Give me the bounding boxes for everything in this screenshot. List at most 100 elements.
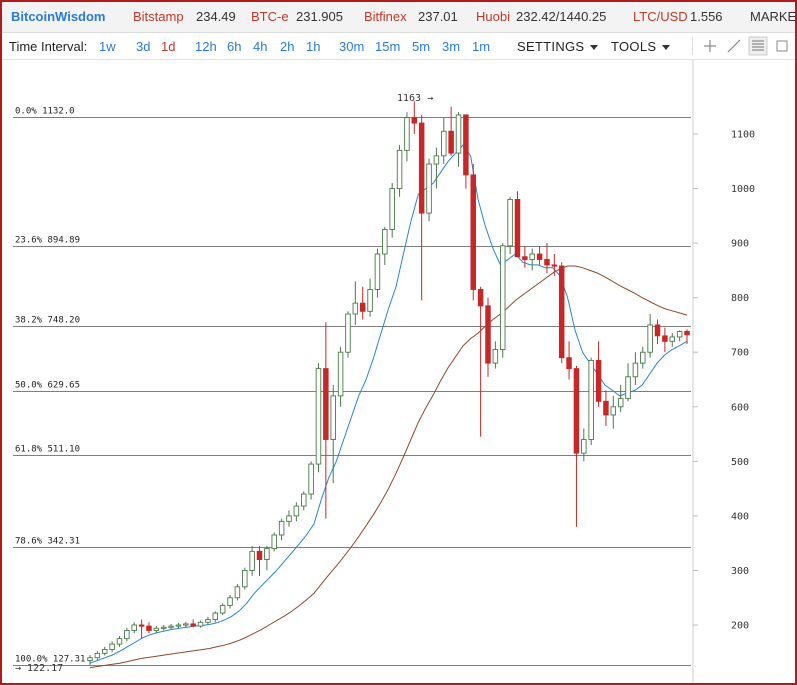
candle[interactable] — [433, 147, 440, 189]
candle[interactable] — [426, 158, 432, 222]
tools-menu[interactable]: TOOLS — [611, 39, 671, 54]
candle[interactable] — [87, 655, 93, 665]
candle[interactable] — [175, 622, 182, 629]
candle[interactable] — [389, 183, 395, 238]
interval-1w[interactable]: 1w — [99, 39, 116, 54]
candle[interactable] — [477, 286, 484, 437]
candle[interactable] — [492, 341, 499, 369]
candle[interactable] — [124, 627, 130, 642]
candle[interactable] — [190, 619, 196, 628]
candle[interactable] — [94, 651, 101, 660]
candle[interactable] — [499, 243, 506, 358]
candle[interactable] — [404, 112, 410, 162]
candlesticks[interactable] — [87, 101, 690, 665]
ticker-ltcusd-name[interactable]: LTC/USD — [633, 9, 688, 24]
candle[interactable] — [566, 341, 572, 380]
candle[interactable] — [632, 352, 639, 385]
interval-1d[interactable]: 1d — [161, 39, 176, 54]
candle[interactable] — [256, 545, 263, 576]
candle[interactable] — [536, 245, 543, 265]
candle[interactable] — [418, 114, 425, 301]
ticker-bitfinex-name[interactable]: Bitfinex — [364, 9, 407, 24]
candle[interactable] — [455, 112, 462, 167]
candle[interactable] — [603, 390, 609, 426]
interval-12h[interactable]: 12h — [195, 39, 217, 54]
candle[interactable] — [293, 502, 300, 522]
candle[interactable] — [514, 191, 521, 258]
candle[interactable] — [669, 333, 676, 347]
candle[interactable] — [396, 144, 403, 197]
candle[interactable] — [146, 622, 152, 634]
brand-logo[interactable]: BitcoinWisdom — [11, 9, 106, 24]
candle[interactable] — [441, 117, 447, 165]
candle[interactable] — [138, 619, 145, 639]
interval-1m[interactable]: 1m — [472, 39, 491, 54]
candle[interactable] — [647, 314, 653, 358]
candle[interactable] — [352, 281, 359, 325]
candle[interactable] — [234, 584, 241, 601]
candle[interactable] — [278, 518, 285, 541]
candle[interactable] — [197, 620, 204, 628]
candle[interactable] — [367, 278, 373, 317]
candle[interactable] — [205, 616, 211, 625]
candle[interactable] — [470, 164, 477, 301]
candle[interactable] — [153, 626, 160, 634]
candle[interactable] — [448, 106, 454, 156]
candle[interactable] — [219, 603, 226, 616]
fullscreen-icon[interactable] — [772, 36, 792, 56]
candle[interactable] — [610, 395, 617, 429]
interval-4h[interactable]: 4h — [253, 39, 268, 54]
candle[interactable] — [411, 101, 418, 134]
candle[interactable] — [242, 567, 248, 590]
candle[interactable] — [382, 226, 388, 265]
interval-30m[interactable]: 30m — [339, 39, 365, 54]
candle[interactable] — [264, 545, 270, 571]
candle[interactable] — [485, 297, 491, 377]
candle[interactable] — [330, 384, 336, 484]
candle[interactable] — [271, 532, 278, 552]
candle[interactable] — [507, 196, 513, 255]
candle[interactable] — [160, 625, 167, 631]
crosshair-icon[interactable] — [700, 36, 720, 56]
interval-5m[interactable]: 5m — [412, 39, 431, 54]
price-chart[interactable]: 0.0% 1132.0 23.6% 894.89 38.2% 748.20 50.0%… — [2, 60, 795, 683]
candle[interactable] — [168, 623, 174, 630]
ticker-huobi-name[interactable]: Huobi — [476, 9, 510, 24]
candle[interactable] — [116, 635, 123, 647]
candle[interactable] — [227, 594, 233, 609]
candle[interactable] — [183, 621, 189, 628]
candle[interactable] — [300, 491, 307, 511]
candle[interactable] — [109, 641, 115, 653]
draw-line-icon[interactable] — [724, 36, 744, 56]
candle[interactable] — [676, 330, 683, 342]
candle[interactable] — [286, 510, 292, 527]
candle[interactable] — [359, 286, 366, 320]
candle[interactable] — [529, 248, 535, 271]
candle[interactable] — [522, 245, 528, 268]
candle[interactable] — [581, 428, 587, 462]
interval-15m[interactable]: 15m — [375, 39, 401, 54]
interval-2h[interactable]: 2h — [280, 39, 295, 54]
candle[interactable] — [573, 365, 580, 527]
candle[interactable] — [617, 384, 624, 413]
ticker-bitstamp-name[interactable]: Bitstamp — [133, 9, 184, 24]
candle[interactable] — [212, 611, 219, 623]
fibonacci-icon[interactable] — [748, 36, 768, 56]
candle[interactable] — [308, 461, 314, 500]
settings-menu[interactable]: SETTINGS — [517, 39, 599, 54]
candle[interactable] — [463, 114, 469, 189]
candle[interactable] — [558, 262, 565, 364]
candle[interactable] — [249, 545, 255, 576]
interval-6h[interactable]: 6h — [227, 39, 242, 54]
interval-3m[interactable]: 3m — [442, 39, 461, 54]
candle[interactable] — [551, 254, 558, 276]
candle[interactable] — [345, 311, 351, 358]
candle[interactable] — [374, 248, 381, 298]
candle[interactable] — [595, 341, 602, 407]
candle[interactable] — [337, 346, 344, 407]
candle[interactable] — [588, 357, 594, 445]
candle[interactable] — [544, 243, 550, 274]
interval-3d[interactable]: 3d — [136, 39, 151, 54]
candle[interactable] — [101, 646, 108, 656]
